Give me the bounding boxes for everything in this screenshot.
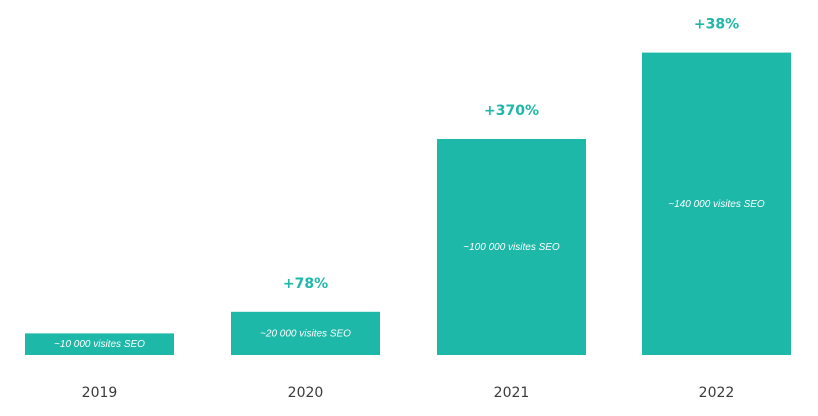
bar-2021 bbox=[437, 139, 586, 355]
bar-labels-group: ~10 000 visites SEO ~20 000 visites SEO ~1… bbox=[54, 199, 765, 350]
bar-value-label-2022: ~140 000 visites SEO bbox=[668, 199, 765, 210]
growth-label-2020: +78% bbox=[283, 276, 328, 292]
bar-value-label-2019: ~10 000 visites SEO bbox=[54, 339, 145, 350]
x-tick-label-2020: 2020 bbox=[288, 385, 324, 401]
x-tick-label-2021: 2021 bbox=[494, 385, 530, 401]
bars-group bbox=[25, 52, 791, 355]
growth-labels-group: +78% +370% +38% bbox=[283, 17, 739, 292]
x-tick-label-2019: 2019 bbox=[82, 385, 118, 401]
bar-2020 bbox=[231, 311, 380, 355]
bar-2022 bbox=[642, 52, 791, 355]
bar-2019 bbox=[25, 333, 174, 355]
bar-value-label-2021: ~100 000 visites SEO bbox=[463, 242, 560, 253]
x-tick-label-2022: 2022 bbox=[699, 385, 735, 401]
growth-label-2021: +370% bbox=[484, 103, 539, 119]
growth-label-2022: +38% bbox=[694, 17, 739, 33]
bar-value-label-2020: ~20 000 visites SEO bbox=[260, 328, 351, 339]
x-axis-tick-labels: 2019 2020 2021 2022 bbox=[82, 385, 735, 401]
